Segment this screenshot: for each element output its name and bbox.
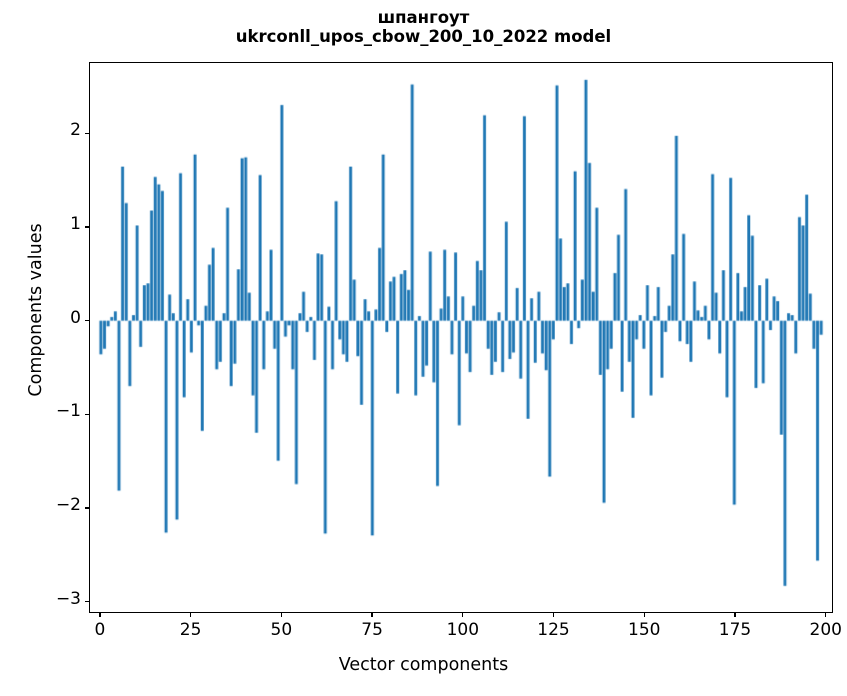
- x-tick-label: 175: [718, 620, 752, 640]
- x-tick-mark: [462, 613, 464, 618]
- y-tick-label: −2: [55, 495, 81, 516]
- bar-series-canvas: [90, 63, 832, 612]
- x-tick-label: 150: [628, 620, 661, 640]
- y-tick-label: −1: [55, 401, 81, 422]
- y-tick-mark: [85, 132, 90, 134]
- x-tick-mark: [734, 613, 736, 618]
- x-tick-label: 100: [446, 620, 480, 640]
- y-tick-mark: [85, 319, 90, 322]
- chart-title: шпангоут ukrconll_upos_cbow_200_10_2022 …: [0, 8, 847, 47]
- x-tick-label: 200: [809, 620, 842, 640]
- y-tick-label: −3: [55, 588, 81, 609]
- x-tick-label: 0: [94, 620, 106, 640]
- x-tick-mark: [99, 613, 101, 618]
- x-tick-label: 75: [361, 620, 383, 640]
- y-tick-label: 1: [70, 213, 81, 234]
- y-tick-mark: [85, 507, 90, 509]
- x-tick-mark: [825, 613, 827, 618]
- chart-title-line-1: шпангоут: [377, 8, 470, 27]
- y-tick-mark: [85, 413, 90, 415]
- x-tick-label: 50: [270, 620, 293, 640]
- x-tick-mark: [643, 613, 645, 618]
- x-tick-mark: [280, 613, 282, 618]
- y-tick-mark: [85, 226, 90, 228]
- plot-area: [89, 62, 833, 613]
- x-axis-label: Vector components: [338, 655, 509, 675]
- y-axis-label: Components values: [26, 223, 46, 397]
- x-tick-label: 25: [179, 620, 202, 640]
- x-tick-mark: [189, 613, 192, 618]
- chart-title-line-2: ukrconll_upos_cbow_200_10_2022 model: [235, 27, 612, 47]
- x-tick-label: 125: [537, 620, 570, 640]
- x-tick-mark: [371, 613, 373, 618]
- x-tick-mark: [552, 613, 555, 618]
- y-tick-label: 2: [70, 120, 81, 141]
- y-tick-label: 0: [70, 307, 81, 328]
- y-tick-mark: [85, 601, 90, 603]
